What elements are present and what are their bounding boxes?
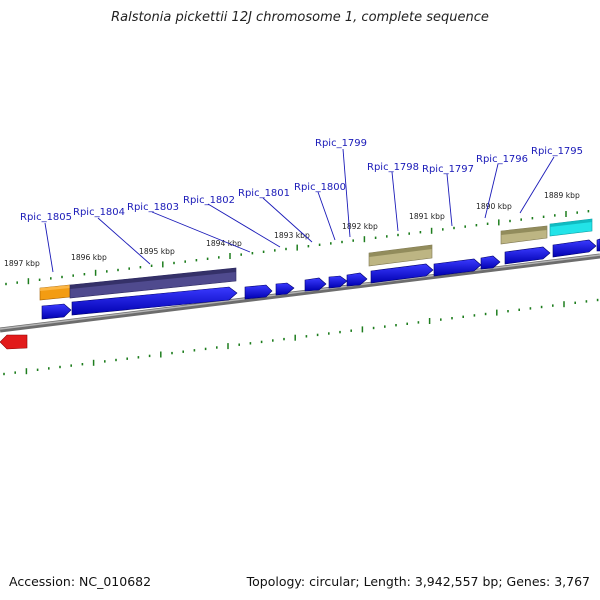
backbone-highlight [0, 254, 600, 330]
topology-summary: Topology: circular; Length: 3,942,557 bp… [246, 574, 590, 589]
ruler-label: 1896 kbp [71, 253, 107, 262]
ruler-label: 1890 kbp [476, 202, 512, 211]
gene-label-rpic-1800[interactable]: Rpic_1800 [294, 182, 346, 193]
gene-arrow[interactable] [596, 238, 600, 252]
gene-arrow[interactable] [552, 239, 597, 258]
gene-arrow[interactable] [433, 258, 482, 277]
map-title: Ralstonia pickettii 12J chromosome 1, co… [111, 10, 489, 25]
gene-label-rpic-1796[interactable]: Rpic_1796 [476, 154, 528, 165]
gene-label-rpic-1802[interactable]: Rpic_1802 [183, 195, 235, 206]
ruler-label: 1897 kbp [4, 259, 40, 268]
ruler-label: 1891 kbp [409, 212, 445, 221]
gene-label-rpic-1797[interactable]: Rpic_1797 [422, 164, 474, 175]
sequence-backbone [0, 253, 600, 333]
feature-track [39, 218, 593, 301]
ruler-lower-ticks [3, 298, 599, 376]
gene-label-rpic-1798[interactable]: Rpic_1798 [367, 162, 419, 173]
gene-arrow[interactable] [71, 286, 238, 316]
ruler-upper-ticks [5, 210, 590, 286]
gene-label-rpic-1801[interactable]: Rpic_1801 [238, 188, 290, 199]
reverse-gene-red[interactable] [0, 334, 28, 350]
gene-arrow[interactable] [304, 277, 327, 292]
ruler-label: 1892 kbp [342, 222, 378, 231]
gene-arrow[interactable] [370, 263, 434, 284]
gene-label-rpic-1805[interactable]: Rpic_1805 [20, 212, 72, 223]
gene-labels: Rpic_1805 Rpic_1804 Rpic_1803 Rpic_1802 … [20, 138, 583, 223]
accession-text: Accession: NC_010682 [9, 574, 152, 589]
ruler-labels: 1897 kbp 1896 kbp 1895 kbp 1894 kbp 1893… [4, 191, 580, 268]
gene-label-leaders [44, 148, 555, 273]
ruler-label: 1895 kbp [139, 247, 175, 256]
gene-arrow[interactable] [504, 246, 551, 265]
gene-label-rpic-1799[interactable]: Rpic_1799 [315, 138, 367, 149]
gene-label-rpic-1803[interactable]: Rpic_1803 [127, 202, 179, 213]
gene-arrow[interactable] [346, 272, 368, 287]
gene-arrow[interactable] [244, 284, 273, 300]
forward-strand-genes [41, 238, 600, 320]
gene-arrow[interactable] [275, 282, 295, 296]
gene-arrow[interactable] [480, 255, 501, 270]
gene-label-rpic-1804[interactable]: Rpic_1804 [73, 207, 125, 218]
ruler-label: 1889 kbp [544, 191, 580, 200]
gene-arrow[interactable] [41, 303, 72, 320]
gene-label-rpic-1795[interactable]: Rpic_1795 [531, 146, 583, 157]
ruler-label: 1893 kbp [274, 231, 310, 240]
gene-arrow[interactable] [328, 275, 348, 289]
ruler-label: 1894 kbp [206, 239, 242, 248]
